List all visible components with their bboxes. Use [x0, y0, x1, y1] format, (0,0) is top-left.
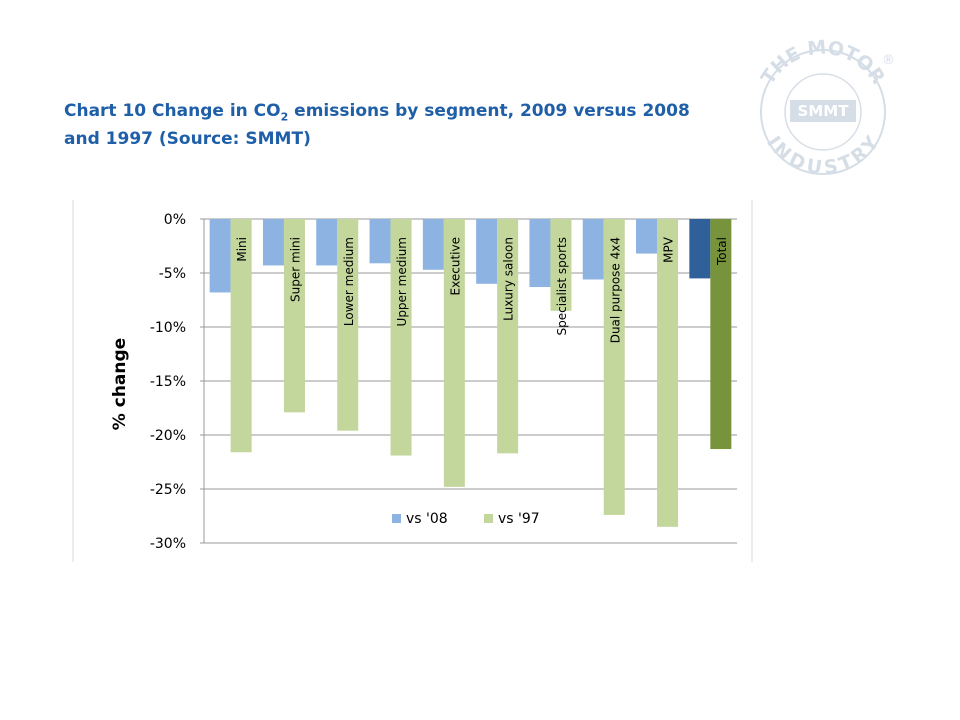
legend-swatch	[392, 514, 401, 523]
logo-text: THE MOTOR	[757, 36, 889, 88]
category-label: Super mini	[288, 237, 302, 302]
title-part: emissions by segment, 2009 versus 2008 a…	[64, 101, 690, 150]
y-axis-label: % change	[110, 338, 130, 430]
y-tick-label: 0%	[164, 212, 186, 228]
bar	[209, 219, 231, 293]
bar	[657, 219, 679, 527]
bar	[689, 219, 711, 279]
category-label: Total	[715, 237, 729, 266]
bar	[550, 219, 572, 311]
bar	[230, 219, 252, 453]
bar	[337, 219, 359, 431]
bar	[262, 219, 284, 266]
category-label: Upper medium	[395, 237, 409, 326]
category-label: Dual purpose 4x4	[608, 237, 622, 343]
logo-ring	[784, 73, 862, 151]
bar	[636, 219, 658, 254]
bar	[603, 219, 625, 515]
bar	[316, 219, 338, 266]
y-tick-label: -20%	[150, 428, 186, 444]
legend-box	[386, 508, 572, 528]
logo-ring	[760, 49, 886, 175]
bar	[476, 219, 498, 284]
category-label: Lower medium	[342, 237, 356, 326]
y-tick-label: -30%	[150, 536, 186, 552]
bar	[283, 219, 305, 413]
category-label: Mini	[235, 237, 249, 262]
bar	[497, 219, 519, 454]
bar	[390, 219, 412, 456]
chart-title: Chart 10 Change in CO2 emissions by segm…	[64, 100, 704, 150]
logo-text: INDUSTRY	[763, 132, 883, 179]
bar	[369, 219, 391, 264]
logo-text-top: THE MOTOR	[757, 36, 889, 88]
logo-mark: ®	[882, 53, 895, 68]
logo-text-bottom: INDUSTRY	[763, 132, 883, 179]
y-tick-label: -10%	[150, 320, 186, 336]
y-tick-label: -5%	[159, 266, 186, 282]
category-label: Luxury saloon	[502, 237, 516, 321]
title-part: Chart 10 Change in CO	[64, 101, 281, 121]
logo-plate	[790, 100, 856, 122]
bar	[529, 219, 551, 288]
bar	[582, 219, 604, 280]
y-tick-label: -25%	[150, 482, 186, 498]
category-label: Specialist sports	[555, 237, 569, 335]
category-label: MPV	[662, 236, 676, 263]
category-label: Executive	[448, 237, 462, 295]
legend-swatch	[484, 514, 493, 523]
logo-center: SMMT	[798, 102, 850, 120]
bar	[443, 219, 465, 487]
bar	[710, 219, 732, 450]
legend-label: vs '08	[406, 511, 448, 527]
y-tick-label: -15%	[150, 374, 186, 390]
logo: THE MOTOR INDUSTRY SMMT ®	[757, 36, 895, 178]
legend-label: vs '97	[498, 511, 540, 527]
bar	[422, 219, 444, 270]
title-subscript: 2	[280, 110, 289, 124]
